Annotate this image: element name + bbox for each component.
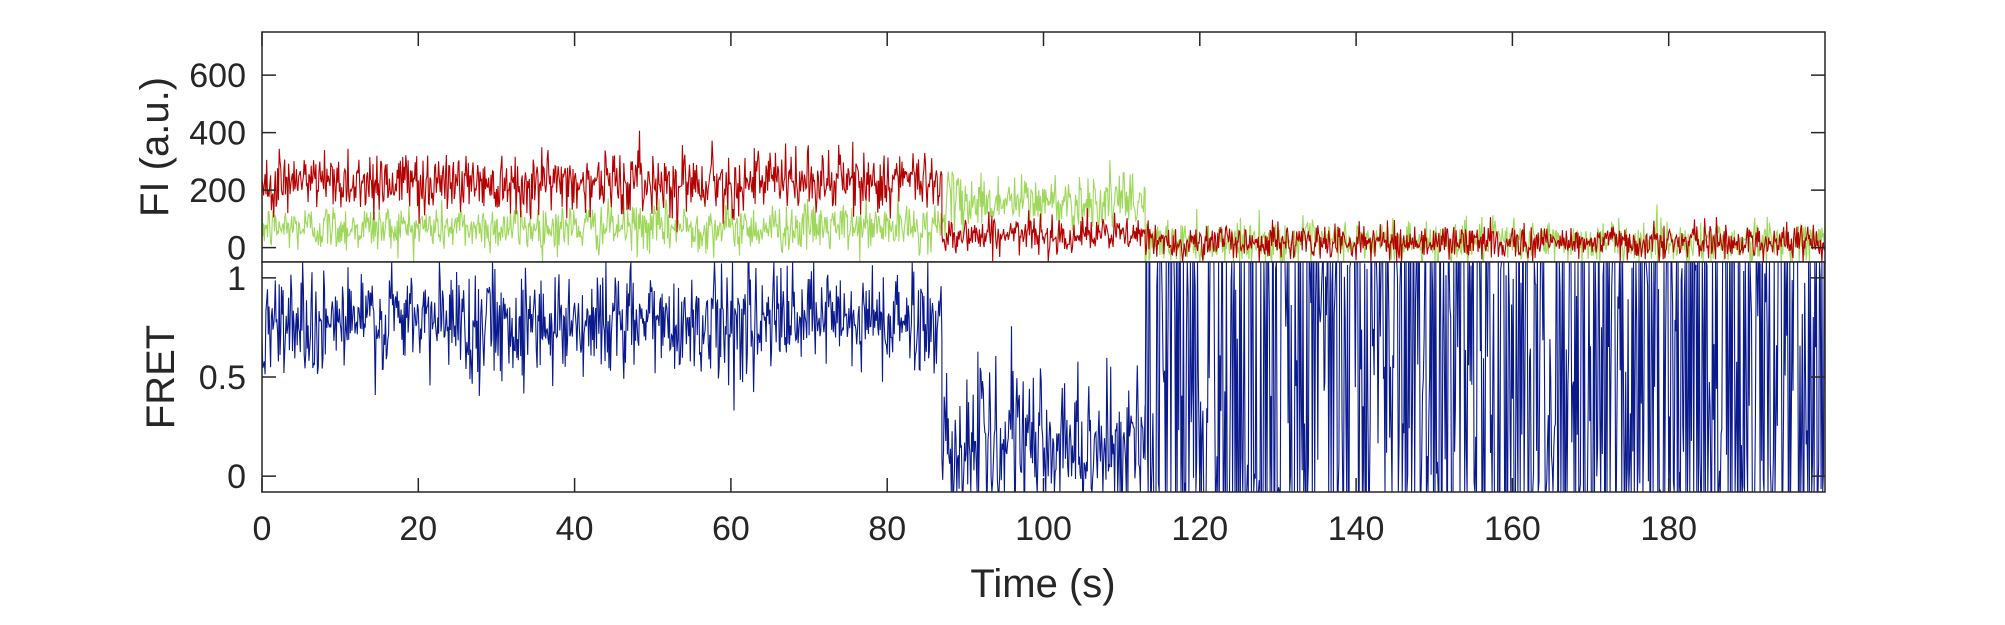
time-x-tick-label: 60 xyxy=(712,510,750,548)
time-x-tick-label: 80 xyxy=(868,510,906,548)
intensity-y-tick-label: 0 xyxy=(227,230,246,268)
fret-y-tick-label: 0 xyxy=(227,458,246,496)
time-x-tick-label: 20 xyxy=(399,510,437,548)
fret-y-tick-label: 0.5 xyxy=(199,359,246,397)
fret-series-1-line xyxy=(261,261,1825,493)
time-x-tick-label: 140 xyxy=(1328,510,1385,548)
time-x-axis-label: Time (s) xyxy=(970,562,1115,606)
time-x-tick-label: 180 xyxy=(1640,510,1697,548)
intensity-y-axis-label: FI (a.u.) xyxy=(133,77,177,217)
time-x-tick-label: 120 xyxy=(1171,510,1228,548)
fret-traces xyxy=(261,261,1825,493)
fret-panel: 00.51 0 20 40 60 80 100 120 140 160 180 FRET Time… xyxy=(139,32,1826,606)
time-x-tick-label: 160 xyxy=(1484,510,1541,548)
fret-y-ticks: 00.51 xyxy=(199,260,1825,496)
time-x-ticks: 0 20 40 60 80 100 120 140 160 180 xyxy=(253,32,1697,548)
time-x-tick-label: 40 xyxy=(556,510,594,548)
fret-y-axis-label: FRET xyxy=(139,325,183,429)
intensity-y-tick-label: 600 xyxy=(189,57,246,95)
time-x-tick-label: 100 xyxy=(1015,510,1072,548)
intensity-y-tick-label: 400 xyxy=(189,115,246,153)
fret-y-tick-label: 1 xyxy=(227,260,246,298)
intensity-series-1-line xyxy=(261,160,1826,265)
intensity-y-tick-label: 200 xyxy=(189,172,246,210)
intensity-panel: 0 200 400 600 FI (a.u.) xyxy=(133,31,1826,268)
intensity-y-ticks: 0 200 400 600 xyxy=(189,57,1825,268)
intensity-traces xyxy=(261,130,1826,265)
time-x-tick-label: 0 xyxy=(253,510,272,548)
intensity-series-2-line xyxy=(261,130,1826,263)
